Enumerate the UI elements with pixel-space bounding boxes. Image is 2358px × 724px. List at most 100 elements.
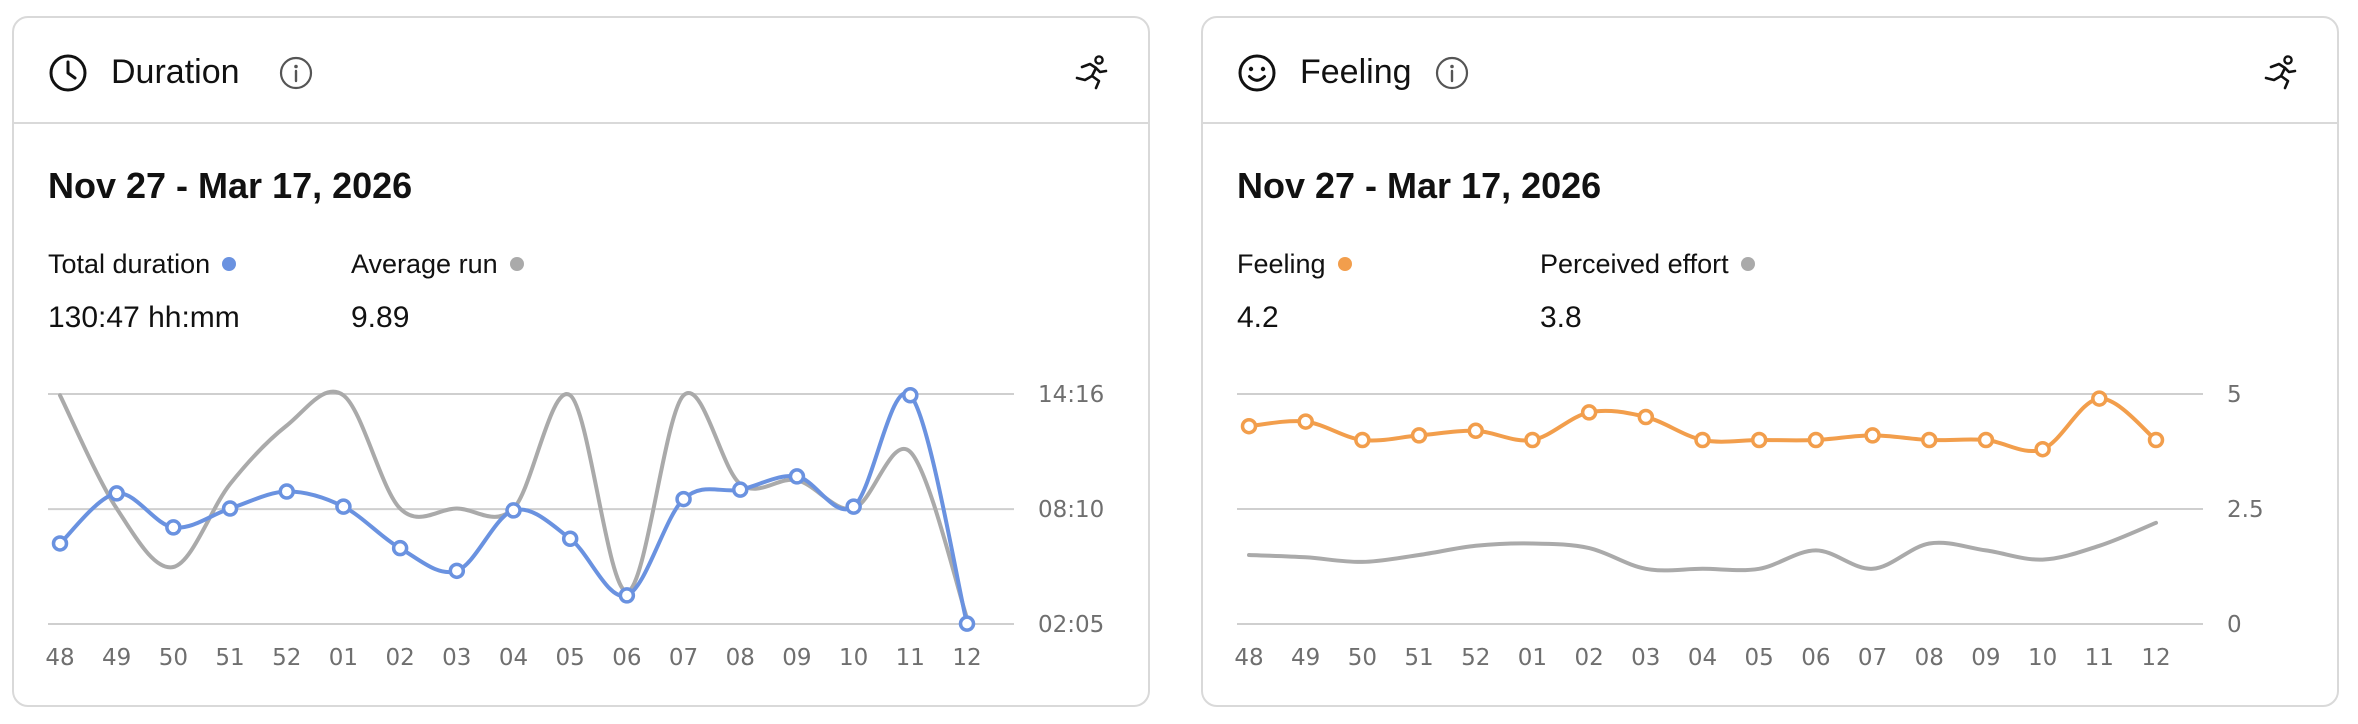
data-point[interactable] [278, 483, 295, 500]
data-point[interactable] [1750, 431, 1768, 449]
feeling-card: Feeling Nov 27 - Mar 17, 2026 Feeling 4.… [1201, 16, 2339, 707]
data-point[interactable] [448, 562, 466, 580]
data-point[interactable] [108, 485, 125, 502]
metric-feeling: Feeling 4.2 [1237, 248, 1352, 336]
x-tick-label: 51 [1404, 645, 1433, 671]
x-tick-label: 06 [612, 645, 641, 671]
metric-value: 4.2 [1237, 301, 1279, 334]
y-tick-label: 08:10 [1038, 497, 1104, 523]
y-tick-label: 0 [2227, 612, 2242, 638]
feeling-card-title: Feeling [1300, 53, 1412, 91]
metric-value: 3.8 [1540, 301, 1582, 334]
x-tick-label: 11 [896, 645, 925, 671]
data-point[interactable] [732, 481, 749, 498]
data-point[interactable] [561, 530, 579, 547]
smiley-icon [1238, 54, 1276, 92]
legend-dot [1337, 257, 1352, 271]
y-tick-label: 02:05 [1038, 612, 1104, 638]
x-tick-label: 05 [1745, 645, 1774, 671]
data-point[interactable] [1637, 408, 1655, 426]
data-point[interactable] [1410, 427, 1428, 444]
metric-total-duration: Total duration 130:47 hh:mm [48, 248, 240, 336]
data-point[interactable] [1807, 431, 1825, 449]
data-point[interactable] [675, 490, 692, 508]
x-tick-label: 09 [1971, 645, 2000, 671]
runner-icon[interactable] [1072, 54, 1110, 92]
data-point[interactable] [1694, 431, 1711, 449]
data-point[interactable] [845, 498, 862, 515]
data-point[interactable] [1580, 404, 1598, 421]
data-point[interactable] [788, 468, 806, 485]
duration-card-title: Duration [111, 53, 240, 91]
duration-card: Duration Nov 27 - Mar 17, 2026 Total dur… [12, 16, 1150, 707]
x-tick-label: 52 [1461, 645, 1490, 671]
data-point[interactable] [391, 539, 409, 557]
legend-dot [222, 257, 237, 271]
x-tick-label: 01 [1518, 645, 1547, 671]
x-tick-label: 02 [385, 645, 414, 671]
x-tick-label: 07 [669, 645, 698, 671]
x-tick-label: 12 [952, 645, 981, 671]
y-tick-label: 14:16 [1038, 382, 1104, 408]
metric-value: 130:47 hh:mm [48, 301, 240, 334]
info-icon[interactable] [279, 56, 313, 90]
data-point[interactable] [958, 615, 976, 632]
data-point[interactable] [335, 498, 352, 515]
data-point[interactable] [2147, 431, 2165, 449]
data-point[interactable] [618, 587, 636, 604]
x-tick-label: 48 [45, 645, 74, 671]
legend-dot [1740, 257, 1755, 271]
x-tick-label: 05 [556, 645, 585, 671]
data-point[interactable] [902, 387, 919, 404]
data-point[interactable] [1524, 431, 1541, 449]
metric-perceived-effort: Perceived effort 3.8 [1540, 248, 1755, 336]
duration-card-header: Duration [14, 18, 1148, 124]
data-point[interactable] [165, 519, 182, 536]
metric-label: Feeling [1237, 249, 1326, 279]
duration-chart: 02:05 08:10 14:16 48 49 50 51 52 01 02 03 04 05 06 07 0… [45, 382, 1104, 671]
x-tick-label: 48 [1234, 645, 1263, 671]
data-point[interactable] [221, 500, 239, 517]
x-tick-label: 49 [1291, 645, 1320, 671]
x-tick-label: 06 [1801, 645, 1830, 671]
series-line-perceived-effort [1247, 520, 2158, 573]
y-tick-label: 5 [2227, 382, 2242, 408]
feeling-card-header: Feeling [1203, 18, 2337, 124]
data-point[interactable] [1354, 431, 1371, 449]
metric-label: Perceived effort [1540, 249, 1729, 279]
data-point[interactable] [1297, 413, 1314, 430]
runner-icon[interactable] [2261, 54, 2299, 92]
legend-dot [509, 257, 524, 271]
x-tick-label: 11 [2085, 645, 2114, 671]
data-point[interactable] [2091, 390, 2108, 407]
x-tick-label: 49 [102, 645, 131, 671]
data-point[interactable] [1864, 427, 1881, 444]
x-tick-label: 51 [215, 645, 244, 671]
data-point[interactable] [1921, 431, 1938, 449]
x-tick-label: 08 [1915, 645, 1944, 671]
data-point[interactable] [1240, 417, 1258, 435]
metric-label: Total duration [48, 249, 211, 279]
x-tick-label: 50 [1348, 645, 1377, 671]
info-icon[interactable] [1435, 56, 1469, 90]
x-tick-label: 50 [159, 645, 188, 671]
data-point[interactable] [1977, 431, 1995, 449]
data-point[interactable] [2034, 440, 2051, 458]
metric-average-run: Average run 9.89 [351, 248, 524, 336]
y-tick-label: 2.5 [2227, 497, 2264, 523]
data-point[interactable] [1467, 422, 1484, 440]
x-tick-label: 08 [726, 645, 755, 671]
clock-icon [49, 54, 87, 92]
x-tick-label: 10 [839, 645, 868, 671]
x-tick-label: 10 [2028, 645, 2057, 671]
data-point[interactable] [51, 535, 69, 552]
metric-label: Average run [351, 249, 498, 279]
data-point[interactable] [505, 502, 522, 519]
feeling-chart: 0 2.5 5 48 49 50 51 52 01 02 03 04 05 06 07 08 09 10 11 12 [1234, 382, 2264, 671]
x-tick-label: 03 [442, 645, 471, 671]
duration-date-range: Nov 27 - Mar 17, 2026 [48, 165, 413, 206]
feeling-date-range: Nov 27 - Mar 17, 2026 [1237, 165, 1602, 206]
x-tick-label: 07 [1858, 645, 1887, 671]
x-tick-label: 04 [499, 645, 528, 671]
x-tick-label: 04 [1688, 645, 1717, 671]
